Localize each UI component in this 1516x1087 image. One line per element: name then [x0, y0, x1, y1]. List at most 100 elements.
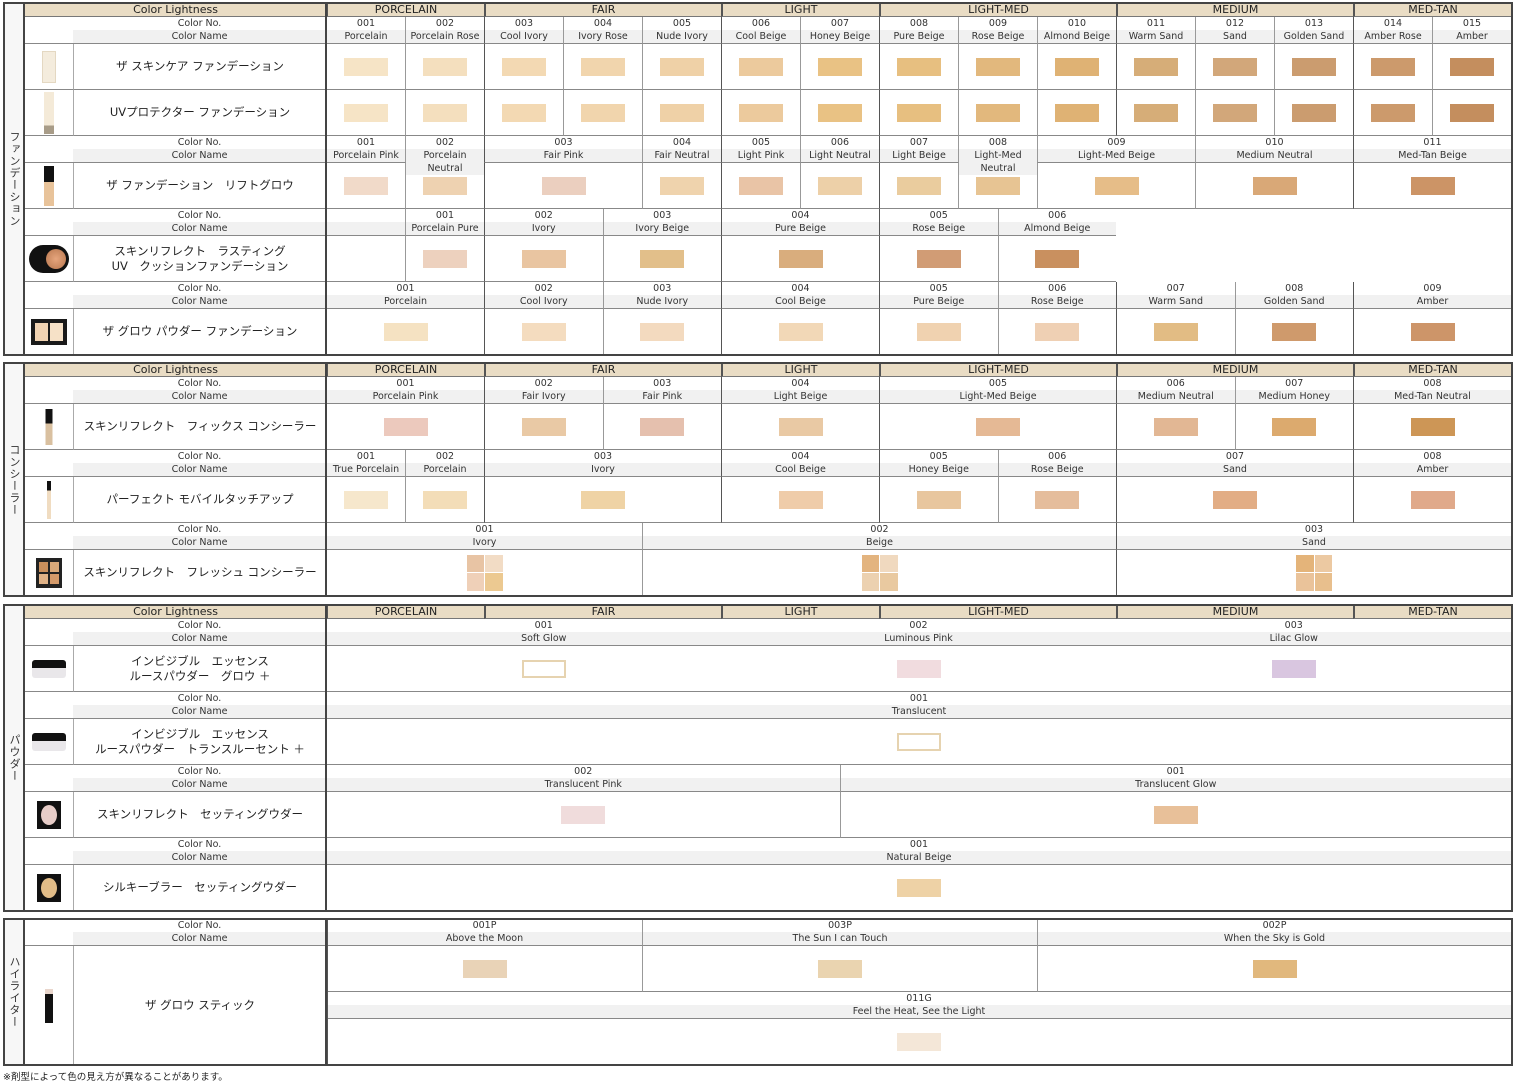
shade-number: 001 [475, 524, 494, 535]
swatch [640, 417, 685, 436]
shade-number: 004 [791, 210, 810, 221]
shade-label-cell: 003 Nude Ivory [602, 282, 721, 309]
swatch-cell-001 [326, 719, 1511, 765]
shade-number: 005 [929, 451, 948, 462]
lightness-level-porcelain: PORCELAIN [326, 363, 484, 377]
shade-label-cell: 003 Sand [1116, 523, 1511, 550]
color-label-cell: Color No. Color Name [25, 765, 326, 792]
shade-name: Almond Beige [1038, 30, 1116, 43]
shade-number: 003 [653, 283, 672, 294]
shade-number: 008 [1423, 451, 1442, 462]
color-label-cell: Color No. Color Name [25, 136, 326, 163]
swatch [1410, 176, 1455, 195]
swatch-cell-012 [1195, 44, 1274, 90]
swatch [778, 322, 823, 341]
shade-label-cell: 002 Translucent Pink [326, 765, 840, 792]
swatch [1134, 57, 1178, 76]
swatch-cell-006 [997, 309, 1116, 355]
swatch-cell-012 [1195, 90, 1274, 136]
color-no-label: Color No. [177, 524, 222, 535]
swatch [1134, 103, 1178, 122]
product-name-line: スキンリフレクト フレッシュ コンシーラー [83, 565, 317, 579]
color-name-label: Color Name [73, 222, 326, 235]
swatch [1055, 57, 1099, 76]
footnote: ※剤型によって色の見え方が異なることがあります。 [3, 1072, 228, 1083]
shade-name: Natural Beige [327, 851, 1511, 864]
swatch [1410, 490, 1455, 509]
swatch [1450, 103, 1494, 122]
shade-name: Ivory Beige [603, 222, 721, 235]
shade-number: 009 [988, 18, 1008, 29]
swatch-cell-001 [405, 236, 484, 282]
product-name: シルキーブラー セッティングウダー [73, 865, 326, 911]
swatch-cell-003 [602, 309, 721, 355]
swatch-cell-006 [721, 44, 800, 90]
shade-name: Warm Sand [1117, 30, 1195, 43]
swatch [1153, 805, 1198, 824]
swatch [818, 176, 862, 195]
swatch-tile [861, 573, 879, 591]
swatch [818, 57, 862, 76]
shade-number: 002 [574, 766, 593, 777]
product-name-line: スキンリフレクト セッティングウダー [97, 807, 303, 821]
shade-number: 004 [791, 283, 810, 294]
swatch-cell-010 [1037, 44, 1116, 90]
shade-name: Nude Ivory [643, 30, 721, 43]
shade-number: 004 [791, 378, 810, 389]
swatch-cell-004 [721, 477, 879, 523]
product-name-line: ザ スキンケア ファンデーション [116, 59, 284, 73]
color-lightness-header: Color Lightness [25, 363, 326, 377]
swatch-cell-013 [1274, 44, 1353, 90]
product-image-cell [25, 90, 73, 136]
shade-label-cell: 006 Light Neutral [800, 136, 879, 163]
shade-name: Almond Beige [998, 222, 1116, 235]
shade-name: Porcelain Pink [327, 390, 484, 403]
product-name: インビジブル エッセンス ルースパウダー グロウ ＋ [73, 646, 326, 692]
swatch-cell-003 [602, 236, 721, 282]
product-image-cell [25, 477, 73, 523]
swatch [1450, 57, 1494, 76]
shade-name: Pure Beige [880, 30, 958, 43]
swatch-cell-003 [484, 477, 721, 523]
pressed-powder-beige-icon [37, 873, 61, 902]
swatch-cell-001 [326, 309, 484, 355]
product-name: スキンリフレクト セッティングウダー [73, 792, 326, 838]
swatch-cell-009 [958, 44, 1037, 90]
shade-number: 006 [751, 18, 771, 29]
swatch-cell-002 [484, 236, 603, 282]
shade-number: 007 [1285, 378, 1304, 389]
powder-compact-icon [31, 318, 67, 345]
shade-name: Amber [1354, 295, 1511, 308]
swatch-cell-008 [1353, 404, 1511, 450]
shade-number: 007 [830, 18, 850, 29]
swatch [739, 103, 783, 122]
product-name: スキンリフレクト ラスティング UV クッションファンデーション [73, 236, 326, 282]
swatch-tile [1314, 554, 1332, 572]
shade-label-cell: 007 Warm Sand [1116, 282, 1235, 309]
color-no-label: Color No. [177, 18, 222, 29]
color-name-label: Color Name [73, 30, 326, 43]
shade-label-cell: 015 Amber [1432, 17, 1511, 44]
shade-name: Med-Tan Beige [1354, 149, 1511, 162]
swatch-cell-009 [1037, 163, 1195, 209]
concealer-palette-icon [36, 557, 62, 588]
shade-label-cell: 006 Rose Beige [997, 450, 1116, 477]
swatch [818, 103, 862, 122]
shade-number: 002 [870, 524, 889, 535]
loose-powder-jar-icon [32, 659, 66, 678]
swatch-cell-003 [484, 163, 642, 209]
color-label-cell: Color No. Color Name [25, 209, 326, 236]
shade-number: 011G [906, 993, 932, 1004]
lightness-level-fair: FAIR [484, 3, 721, 17]
shade-number: 011 [1423, 137, 1442, 148]
swatch [344, 490, 388, 509]
swatch [660, 103, 704, 122]
shade-number: 006 [1048, 283, 1067, 294]
shade-label-cell: 009 Amber [1353, 282, 1511, 309]
color-no-label: Color No. [177, 620, 222, 631]
swatch-cell-002 [326, 792, 840, 838]
shade-number: 008 [909, 18, 929, 29]
color-name-label: Color Name [73, 778, 326, 791]
category-label-cell: コンシーラー [5, 363, 25, 596]
shade-name: Medium Neutral [1117, 390, 1235, 403]
